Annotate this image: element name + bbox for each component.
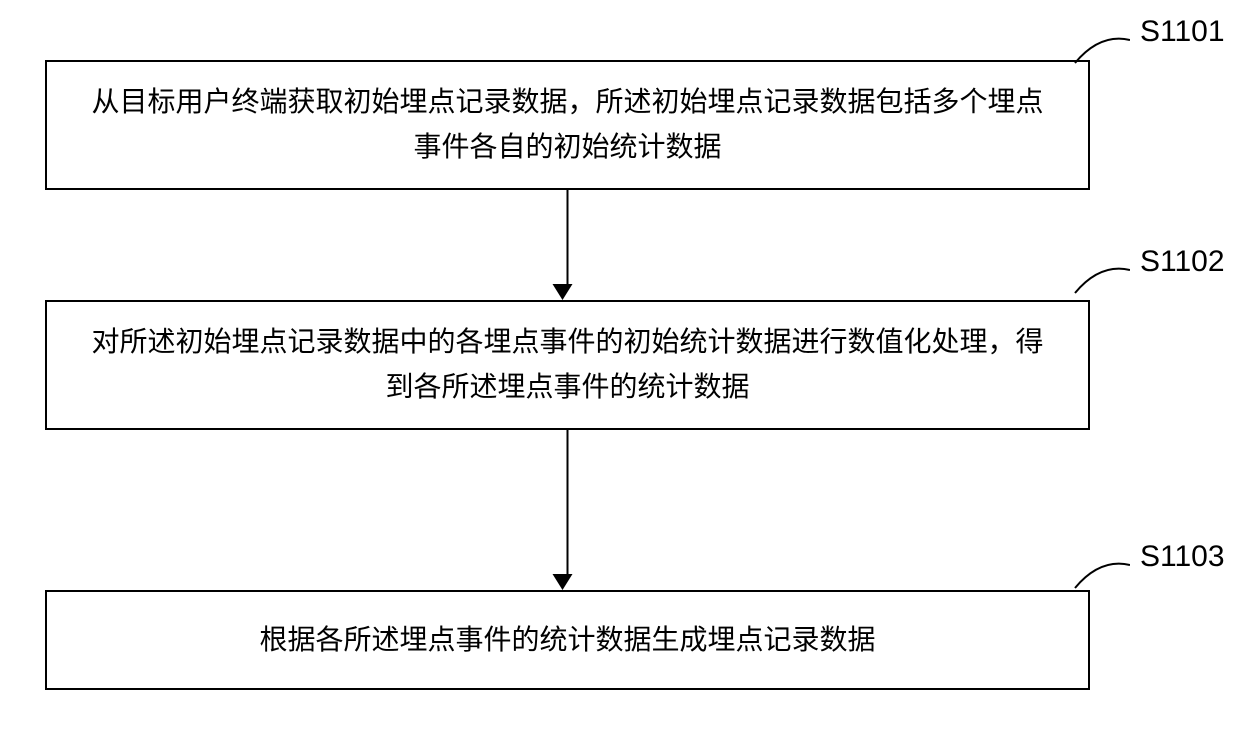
label-curve-1 xyxy=(1070,28,1130,68)
flowchart-container: 从目标用户终端获取初始埋点记录数据，所述初始埋点记录数据包括多个埋点事件各自的初… xyxy=(0,0,1240,756)
step-text-1: 从目标用户终端获取初始埋点记录数据，所述初始埋点记录数据包括多个埋点事件各自的初… xyxy=(87,80,1048,170)
step-label-3: S1103 xyxy=(1140,540,1225,574)
arrow-1 xyxy=(562,190,573,300)
step-box-1: 从目标用户终端获取初始埋点记录数据，所述初始埋点记录数据包括多个埋点事件各自的初… xyxy=(45,60,1090,190)
step-box-2: 对所述初始埋点记录数据中的各埋点事件的初始统计数据进行数值化处理，得到各所述埋点… xyxy=(45,300,1090,430)
arrow-2 xyxy=(562,430,573,590)
step-label-1: S1101 xyxy=(1140,15,1225,49)
step-text-3: 根据各所述埋点事件的统计数据生成埋点记录数据 xyxy=(259,618,875,663)
step-label-2: S1102 xyxy=(1140,245,1225,279)
step-box-3: 根据各所述埋点事件的统计数据生成埋点记录数据 xyxy=(45,590,1090,690)
label-curve-3 xyxy=(1070,553,1130,593)
label-curve-2 xyxy=(1070,258,1130,298)
step-text-2: 对所述初始埋点记录数据中的各埋点事件的初始统计数据进行数值化处理，得到各所述埋点… xyxy=(87,320,1048,410)
